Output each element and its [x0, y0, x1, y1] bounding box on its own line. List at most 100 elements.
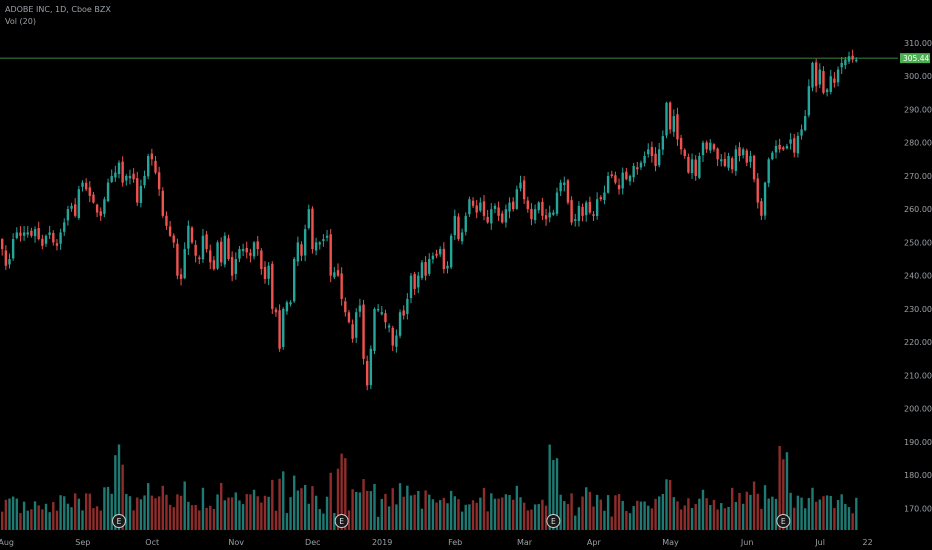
earnings-badge[interactable] [334, 514, 349, 528]
time-tick-label: Mar [517, 538, 533, 547]
volume-bar [727, 506, 730, 530]
candle-body [15, 232, 18, 239]
price-tick-label: 220.00 [904, 338, 932, 347]
volume-bar [384, 493, 387, 530]
volume-bar [486, 511, 489, 530]
candle-body [70, 205, 73, 209]
time-tick-label: May [662, 538, 679, 547]
volume-bar [44, 503, 48, 530]
candle-body [322, 239, 325, 241]
volume-bar [52, 502, 55, 530]
volume-bar [548, 444, 551, 530]
candle-body [413, 273, 416, 289]
volume-bar [303, 484, 307, 530]
volume-bar [453, 496, 456, 530]
volume-bar [132, 510, 135, 530]
candle-body [588, 201, 592, 213]
volume-bar [559, 494, 562, 530]
volume-bar [263, 495, 267, 530]
candle-body [464, 215, 467, 232]
volume-bar [482, 487, 486, 530]
candle-body [387, 325, 391, 328]
candle-body [241, 249, 245, 252]
candle-body [333, 272, 336, 278]
volume-bar [391, 488, 394, 530]
volume-bar [318, 509, 321, 530]
candle-body [654, 153, 657, 166]
candle-body [274, 309, 278, 313]
volume-bar [293, 475, 296, 530]
volume-bar [380, 498, 383, 530]
earnings-badge[interactable] [546, 514, 561, 528]
volume-indicator-title[interactable]: Vol (20) [5, 17, 36, 26]
volume-bar [190, 505, 194, 530]
candle-body [486, 216, 489, 223]
earnings-badge[interactable] [112, 514, 126, 528]
candle-body [424, 261, 427, 276]
time-axis[interactable]: Aug Sep Oct Nov Dec 2019 Feb Mar Apr May Jun Jul 22 [0, 538, 873, 547]
volume-bar [610, 516, 613, 530]
price-axis[interactable]: 310.00 300.00 290.00 280.00 270.00 260.00 250.… [900, 39, 932, 513]
candle-body [599, 197, 602, 200]
candle-body [358, 305, 362, 312]
candle-body [752, 155, 756, 180]
volume-bars [1, 444, 858, 530]
volume-bar [4, 499, 8, 530]
candle-body [172, 235, 175, 243]
candle-body [66, 209, 70, 221]
volume-bar [311, 486, 314, 530]
candle-body [658, 149, 661, 166]
candle-body [595, 199, 599, 217]
symbol-title[interactable]: ADOBE INC, 1D, Cboe BZX [5, 5, 111, 14]
candle-body [453, 215, 456, 236]
candle-body [690, 159, 694, 174]
volume-bar [800, 497, 803, 530]
candle-body [570, 200, 573, 223]
candle-body [11, 239, 15, 259]
candle-body [114, 172, 117, 178]
candle-body [431, 255, 435, 260]
candle-body [398, 312, 402, 336]
earnings-badge[interactable] [776, 514, 791, 528]
candle-body [643, 155, 646, 164]
candle-body [581, 206, 584, 216]
volume-bar [574, 515, 577, 530]
volume-bar [424, 490, 427, 530]
candle-body [77, 189, 81, 218]
volume-bar [460, 511, 464, 530]
candle-body [74, 204, 77, 216]
candle-body [48, 232, 51, 235]
volume-bar [325, 496, 329, 530]
candle-body [778, 144, 781, 150]
candle-body [263, 266, 267, 279]
candle-body [647, 149, 650, 155]
volume-bar [464, 504, 467, 530]
volume-bar [771, 496, 774, 530]
volume-bar [672, 497, 675, 530]
volume-bar [533, 504, 537, 530]
volume-bar [205, 507, 208, 530]
volume-bar [358, 492, 362, 530]
volume-bar [70, 507, 73, 530]
price-tick-label: 210.00 [904, 371, 932, 380]
volume-bar [501, 497, 504, 530]
candle-body [260, 250, 263, 270]
volume-bar [114, 455, 117, 530]
candle-body [44, 235, 48, 244]
candle-body [26, 232, 29, 235]
volume-bar [252, 489, 256, 530]
volume-bar [351, 489, 354, 530]
volume-bar [723, 508, 727, 530]
volume-bar [143, 495, 146, 530]
candle-body [767, 159, 770, 184]
candle-body [373, 308, 376, 351]
volume-bar [767, 498, 770, 530]
candle-body [256, 241, 259, 250]
candle-body [37, 227, 40, 240]
volume-bar [668, 479, 672, 530]
candle-body [617, 184, 621, 190]
volume-bar [48, 512, 51, 530]
volume-bar [230, 497, 234, 530]
